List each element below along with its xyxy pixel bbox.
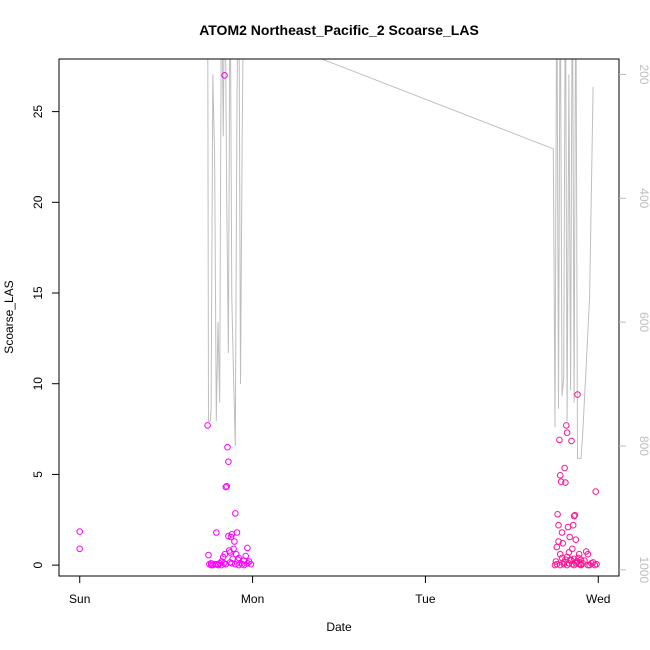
y-tick-label: 20 xyxy=(31,195,45,209)
data-point xyxy=(232,510,239,517)
data-point xyxy=(228,560,236,567)
data-point xyxy=(556,436,563,444)
y-tick-label: 25 xyxy=(31,105,45,119)
data-point xyxy=(557,478,565,486)
data-point xyxy=(563,429,571,437)
data-point xyxy=(213,529,220,536)
data-point xyxy=(220,560,228,567)
data-point xyxy=(555,521,562,529)
y-tick-label: 0 xyxy=(31,561,45,568)
data-point xyxy=(584,561,592,569)
data-point xyxy=(552,558,560,565)
depth-line xyxy=(207,59,594,459)
data-point xyxy=(221,72,228,79)
data-point xyxy=(584,550,592,558)
y2-tick-label: 1000 xyxy=(637,556,650,583)
x-tick-label: Tue xyxy=(415,592,436,606)
data-point xyxy=(572,536,580,544)
data-point xyxy=(565,549,573,556)
data-point xyxy=(216,560,223,567)
data-point xyxy=(563,422,570,429)
plot-area xyxy=(76,59,600,569)
data-point xyxy=(554,511,561,518)
y-tick-label: 5 xyxy=(31,471,45,478)
data-point xyxy=(563,561,571,569)
data-point xyxy=(225,458,232,466)
data-point xyxy=(577,561,585,569)
data-point xyxy=(592,488,600,495)
data-point xyxy=(207,561,215,569)
data-point xyxy=(222,483,230,491)
data-point xyxy=(244,544,251,552)
data-point xyxy=(230,545,237,553)
data-point xyxy=(570,512,578,520)
data-point xyxy=(570,561,578,569)
x-axis-label: Date xyxy=(326,620,352,634)
x-tick-label: Wed xyxy=(586,592,610,606)
y-tick-label: 10 xyxy=(31,377,45,391)
y2-tick-label: 200 xyxy=(637,64,650,84)
data-point xyxy=(559,540,567,547)
data-point xyxy=(227,533,235,541)
y2-tick-label: 400 xyxy=(637,188,650,208)
chart-title: ATOM2 Northeast_Pacific_2 Scoarse_LAS xyxy=(199,22,479,38)
data-point xyxy=(553,543,561,551)
data-point xyxy=(214,561,222,569)
y-axis: 0 5 10 15 20 25 xyxy=(31,105,59,568)
data-point xyxy=(235,561,243,569)
data-point xyxy=(244,560,251,567)
data-point xyxy=(567,557,574,564)
data-point xyxy=(204,422,211,429)
data-point xyxy=(591,561,599,569)
data-point xyxy=(223,482,230,490)
data-point xyxy=(569,521,577,529)
y-tick-label: 15 xyxy=(31,286,45,300)
data-point xyxy=(76,528,83,535)
data-point xyxy=(556,561,564,569)
data-point xyxy=(226,549,234,556)
data-point xyxy=(556,550,564,558)
data-point xyxy=(568,437,575,445)
data-point xyxy=(556,472,564,479)
x-axis: Sun Mon Tue Wed xyxy=(69,576,610,606)
data-point xyxy=(224,443,231,451)
y-axis-label: Scoarse_LAS xyxy=(2,280,16,353)
x-tick-label: Sun xyxy=(69,592,90,606)
y2-tick-label: 600 xyxy=(637,312,650,332)
data-point xyxy=(232,560,239,568)
data-point xyxy=(569,545,576,553)
data-point xyxy=(555,538,562,545)
plot-frame xyxy=(58,58,620,577)
data-point xyxy=(553,560,561,568)
y2-tick-label: 800 xyxy=(637,436,650,456)
data-point xyxy=(240,561,248,569)
data-point xyxy=(231,538,238,545)
data-point xyxy=(562,479,569,486)
data-point xyxy=(571,511,579,519)
data-point xyxy=(574,391,581,398)
data-point xyxy=(581,557,588,564)
data-point xyxy=(561,464,568,472)
x-tick-label: Mon xyxy=(241,592,264,606)
data-point xyxy=(575,550,583,558)
data-point xyxy=(247,560,255,568)
data-point xyxy=(76,545,83,553)
data-point xyxy=(566,533,574,541)
data-point xyxy=(558,529,566,536)
data-point xyxy=(205,551,212,559)
data-point xyxy=(233,529,241,536)
data-point xyxy=(242,552,249,560)
y-axis-right: 200 400 600 800 1000 xyxy=(619,64,650,583)
